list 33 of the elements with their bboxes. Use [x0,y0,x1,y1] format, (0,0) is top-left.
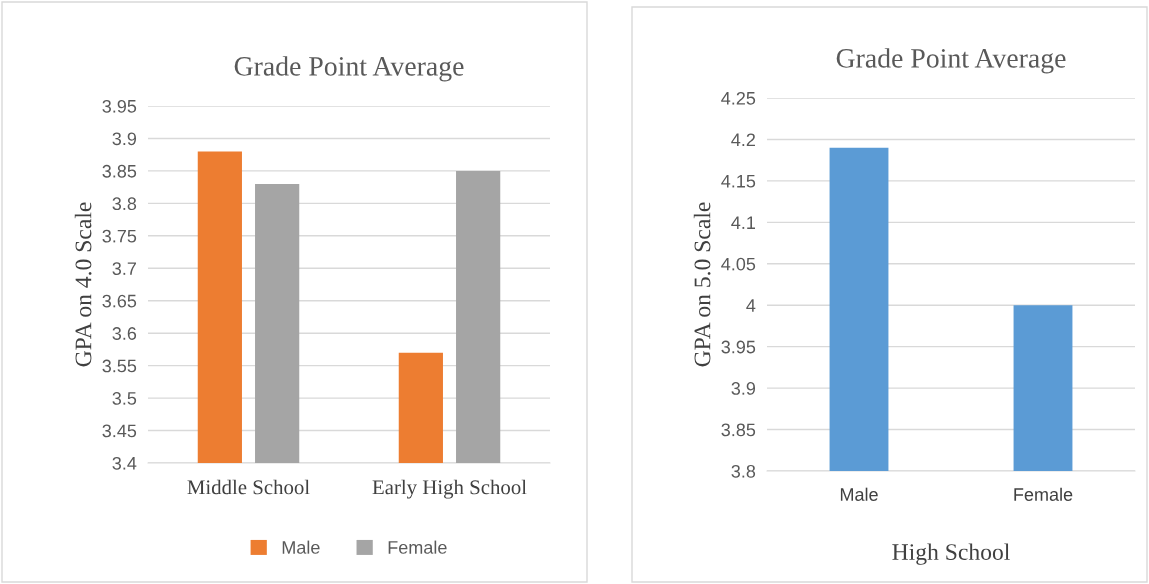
y-tick-label: 3.4 [112,456,137,470]
x-tick-label: Female [1014,487,1073,501]
y-tick-label: 3.8 [731,464,756,478]
y-tick-label: 4.15 [721,175,756,188]
y-tick-label: 3.5 [112,392,137,405]
chart-title: Grade Point Average [234,56,464,82]
y-tick-label: 3.8 [112,197,137,211]
y-tick-label: 3.9 [112,132,137,146]
x-axis-title: High School [892,543,1010,565]
y-tick-label: 3.65 [102,294,137,308]
y-axis-title: GPA on 4.0 Scale [74,202,92,367]
x-tick-label: Male [840,487,878,501]
y-axis-title: GPA on 5.0 Scale [693,202,711,367]
y-tick-label: 3.7 [112,262,136,275]
y-tick-label: 3.6 [112,327,137,340]
legend-label: Female [388,540,447,554]
y-tick-label: 4 [746,299,756,312]
y-tick-label: 3.95 [102,99,137,113]
x-tick-label: Middle School [187,479,310,495]
y-tick-label: 3.85 [721,423,756,437]
y-tick-label: 3.85 [102,164,137,178]
y-tick-label: 4.05 [721,257,756,271]
chart-title: Grade Point Average [836,48,1066,74]
y-tick-label: 3.75 [102,229,137,243]
y-tick-label: 3.9 [731,382,756,395]
y-tick-label: 4.1 [731,216,756,229]
y-tick-label: 4.25 [721,91,756,105]
y-tick-label: 4.2 [731,133,755,146]
y-tick-label: 3.95 [721,340,756,354]
legend-label: Male [282,540,320,554]
x-tick-label: Early High School [372,479,527,499]
y-tick-label: 3.55 [102,359,137,373]
y-tick-label: 3.45 [102,424,137,438]
